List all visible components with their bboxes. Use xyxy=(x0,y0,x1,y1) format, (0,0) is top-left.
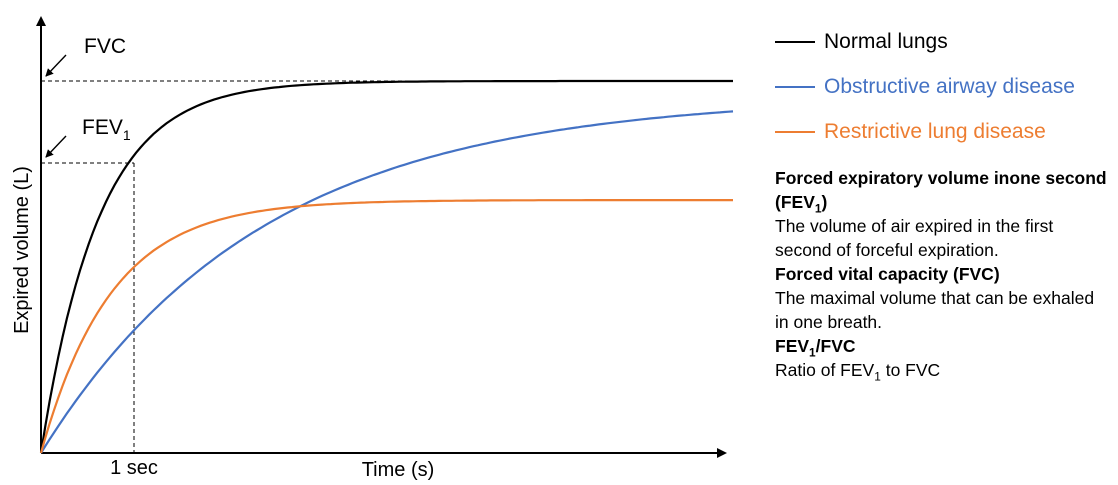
definition-term: FEV1/FVC xyxy=(775,334,1110,358)
fvc-arrow xyxy=(45,54,67,77)
legend-item-obstructive-airway-disease: Obstructive airway disease xyxy=(775,75,1075,99)
legend-label: Restrictive lung disease xyxy=(824,120,1046,143)
fev1-arrow xyxy=(45,135,67,158)
text-run: The maximal volume that can be exhaled i… xyxy=(775,288,1095,332)
text-run: Forced expiratory volume in xyxy=(775,168,1010,188)
legend-item-restrictive-lung-disease: Restrictive lung disease xyxy=(775,120,1046,144)
legend-swatch xyxy=(775,86,815,88)
text-run: /FVC xyxy=(815,336,856,356)
normal-lungs-curve xyxy=(39,79,733,454)
fvc-label: FVC xyxy=(84,35,126,58)
text-run: Forced vital capacity (FVC) xyxy=(775,264,1000,284)
legend-label: Obstructive airway disease xyxy=(824,75,1075,98)
text-run: Ratio of FEV xyxy=(775,360,875,380)
definition-term: Forced vital capacity (FVC) xyxy=(775,262,1110,286)
legend-swatch xyxy=(775,131,815,133)
definitions-panel: Forced expiratory volume inone second (F… xyxy=(775,166,1110,382)
legend-swatch xyxy=(775,41,815,43)
fev1-label: FEV1 xyxy=(82,116,131,143)
subscript: 1 xyxy=(874,369,881,384)
x-tick-label-1-sec: 1 sec xyxy=(110,457,158,479)
y-axis-label: Expired volume (L) xyxy=(11,166,33,334)
text-run: one second (FEV xyxy=(775,168,1107,212)
definition-text: The maximal volume that can be exhaled i… xyxy=(775,286,1110,334)
obstructive-airway-disease-curve xyxy=(40,110,734,454)
text-run: to FVC xyxy=(880,360,941,380)
definition-term: Forced expiratory volume inone second (F… xyxy=(775,166,1110,214)
x-axis-label: Time (s) xyxy=(362,459,435,481)
definition-text: Ratio of FEV1 to FVC xyxy=(775,358,1110,382)
text-run: ) xyxy=(821,192,828,212)
text-run: The volume of air expired in the first s… xyxy=(775,216,1054,260)
subscript: 1 xyxy=(814,201,822,216)
legend-item-normal-lungs: Normal lungs xyxy=(775,30,948,54)
text-run: FEV xyxy=(775,336,810,356)
restrictive-lung-disease-curve xyxy=(39,199,733,454)
subscript: 1 xyxy=(809,345,816,360)
definition-text: The volume of air expired in the first s… xyxy=(775,214,1110,262)
legend-label: Normal lungs xyxy=(824,30,948,53)
